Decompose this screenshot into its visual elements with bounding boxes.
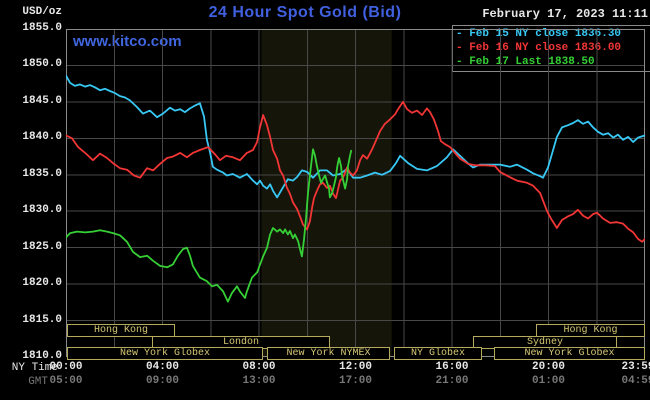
session-box-hong-kong: Hong Kong — [67, 324, 175, 337]
gmt-tick-label: 05:00 — [49, 375, 83, 387]
gmt-tick-label: 04:59 — [621, 375, 650, 387]
price-lines-canvas — [65, 29, 646, 357]
gmt-tick-label: 01:00 — [531, 375, 566, 387]
ny-time-tick-label: 16:00 — [435, 361, 469, 373]
gmt-tick-label: 09:00 — [145, 375, 180, 387]
legend-entry: - Feb 15 NY close 1836.30 — [456, 28, 622, 40]
ny-time-tick-label: 23:59 — [621, 361, 650, 373]
price-line-feb-15 — [65, 74, 646, 199]
y-axis-tick-label: 1830.0 — [22, 204, 62, 217]
session-box-new-york-nymex: New York NYMEX — [267, 347, 390, 360]
session-box-new-york-globex: New York Globex — [494, 347, 645, 360]
y-axis-tick-label: 1835.0 — [22, 167, 62, 180]
ny-time-tick-label: 12:00 — [338, 361, 373, 373]
gmt-tick-label: 13:00 — [242, 375, 276, 387]
y-axis-unit-label: USD/oz — [22, 6, 62, 18]
session-box-ny-globex: NY Globex — [394, 347, 482, 360]
ny-time-tick-label: 08:00 — [242, 361, 276, 373]
chart-title: 24 Hour Spot Gold (Bid) — [208, 4, 402, 21]
gmt-tick-label: 21:00 — [435, 375, 469, 387]
y-axis-tick-label: 1820.0 — [22, 277, 62, 290]
ny-time-tick-label: 00:00 — [49, 361, 83, 373]
y-axis-tick-label: 1845.0 — [22, 94, 62, 107]
y-axis-tick-label: 1810.0 — [22, 350, 62, 362]
ny-time-tick-label: 04:00 — [145, 361, 180, 373]
y-axis-tick-label: 1855.0 — [22, 22, 62, 34]
legend: - Feb 15 NY close 1836.30 - Feb 16 NY clo… — [452, 25, 650, 72]
y-axis-tick-label: 1850.0 — [22, 58, 62, 71]
y-axis-tick-label: 1840.0 — [22, 131, 62, 144]
gmt-axis-label: GMT — [28, 376, 48, 388]
plot-area — [65, 29, 646, 357]
session-box-new-york-globex: New York Globex — [67, 347, 263, 360]
legend-entry: - Feb 16 NY close 1836.00 — [456, 42, 622, 54]
ny-time-tick-label: 20:00 — [531, 361, 566, 373]
y-axis-tick-label: 1815.0 — [22, 313, 62, 326]
chart-timestamp: February 17, 2023 11:11 — [482, 7, 648, 21]
kitco-watermark-link[interactable]: www.kitco.com — [73, 33, 182, 50]
y-axis-tick-label: 1825.0 — [22, 240, 62, 253]
price-line-feb-17 — [65, 148, 353, 303]
gmt-tick-label: 17:00 — [338, 375, 373, 387]
ny-time-axis-label: NY Time — [11, 362, 58, 374]
nymex-session-band — [261, 29, 392, 357]
